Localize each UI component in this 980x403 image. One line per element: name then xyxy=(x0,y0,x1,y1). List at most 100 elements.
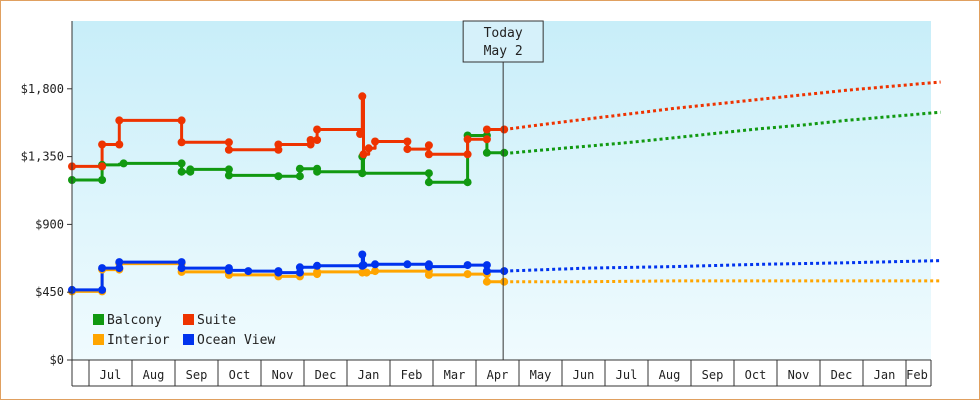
data-point-balcony xyxy=(463,178,472,187)
x-tick-label: Nov xyxy=(272,368,294,382)
data-point-balcony xyxy=(224,165,233,174)
data-point-interior xyxy=(424,270,433,279)
axes-layer: $0 $450 $900 $1,350 $1,800 Jul Aug Sep Oct Nov Dec… xyxy=(21,21,932,387)
legend-swatch-interior xyxy=(93,334,104,345)
data-point-suite xyxy=(224,145,233,154)
y-tick-label: $1,800 xyxy=(21,82,64,96)
data-point-balcony xyxy=(224,171,233,180)
data-point-suite xyxy=(403,137,412,146)
data-point-suite xyxy=(482,135,491,144)
data-point-balcony xyxy=(313,167,322,176)
data-point-suite xyxy=(177,138,186,147)
data-point-suite xyxy=(358,92,367,101)
x-tick-label: Dec xyxy=(831,368,853,382)
series-layer xyxy=(68,80,941,296)
data-point-suite xyxy=(359,150,368,159)
data-point-balcony xyxy=(500,148,509,157)
data-point-suite xyxy=(371,137,380,146)
data-point-suite xyxy=(98,162,107,171)
data-point-ocean-view xyxy=(358,250,367,259)
x-tick-label: Jul xyxy=(100,368,122,382)
data-point-balcony xyxy=(98,176,107,184)
data-point-suite xyxy=(274,140,283,149)
x-tick-label: Sep xyxy=(702,368,724,382)
legend-item-interior: Interior xyxy=(93,333,170,348)
data-point-interior xyxy=(482,277,491,286)
data-point-ocean-view xyxy=(482,267,491,276)
x-tick-label: Jul xyxy=(616,368,638,382)
data-point-ocean-view xyxy=(295,263,304,272)
data-point-ocean-view xyxy=(177,258,186,267)
data-point-suite xyxy=(306,136,315,144)
legend-item-balcony: Balcony xyxy=(93,313,162,328)
data-point-ocean-view xyxy=(359,261,368,270)
legend-label-suite: Suite xyxy=(197,313,237,328)
data-point-balcony xyxy=(358,169,367,178)
data-point-ocean-view xyxy=(424,262,433,271)
legend-item-ocean-view: Ocean View xyxy=(183,333,275,348)
data-point-balcony xyxy=(177,159,186,168)
legend-swatch-ocean-view xyxy=(183,334,194,345)
x-tick-label: Jan xyxy=(358,368,380,382)
x-tick-label: Feb xyxy=(906,368,928,382)
data-point-ocean-view xyxy=(177,264,186,273)
today-date: May 2 xyxy=(484,44,523,59)
data-point-suite xyxy=(356,130,365,138)
data-point-interior xyxy=(313,267,322,276)
data-point-balcony xyxy=(119,159,128,168)
data-point-interior xyxy=(362,268,371,277)
data-point-ocean-view xyxy=(500,267,509,276)
data-point-suite xyxy=(224,138,233,147)
data-point-suite xyxy=(403,145,412,154)
x-tick-label: Aug xyxy=(143,368,165,382)
data-point-suite xyxy=(313,125,322,134)
data-point-suite xyxy=(463,135,472,144)
data-point-interior xyxy=(371,267,380,276)
today-marker: Today May 2 xyxy=(462,20,544,360)
data-point-ocean-view xyxy=(313,261,322,270)
data-point-balcony xyxy=(186,165,195,174)
plot-background xyxy=(72,21,931,360)
legend-label-ocean-view: Ocean View xyxy=(197,333,276,348)
y-tick-label: $0 xyxy=(50,353,64,367)
series-forecast-ocean-view xyxy=(504,259,941,273)
data-point-suite xyxy=(500,125,509,134)
data-point-ocean-view xyxy=(274,268,283,277)
data-point-balcony xyxy=(177,167,186,176)
data-point-ocean-view xyxy=(115,258,124,267)
x-tick-label: Mar xyxy=(444,368,466,382)
data-point-ocean-view xyxy=(224,266,233,275)
data-point-suite xyxy=(313,136,322,144)
x-tick-label: Nov xyxy=(788,368,810,382)
data-point-ocean-view xyxy=(482,261,491,270)
data-point-ocean-view xyxy=(463,261,472,270)
data-point-ocean-view xyxy=(244,267,253,276)
today-label: Today xyxy=(484,26,523,41)
data-point-interior xyxy=(463,270,472,279)
legend-swatch-balcony xyxy=(93,314,104,325)
data-point-suite xyxy=(115,116,124,125)
data-point-balcony xyxy=(295,164,304,173)
data-point-balcony xyxy=(274,172,283,181)
legend-swatch-suite xyxy=(183,314,194,325)
data-point-ocean-view xyxy=(371,260,380,269)
x-tick-label: Jan xyxy=(874,368,896,382)
legend-label-interior: Interior xyxy=(107,333,170,348)
data-point-suite xyxy=(177,116,186,125)
data-point-suite xyxy=(115,140,124,149)
data-point-suite xyxy=(364,144,373,153)
data-point-suite xyxy=(98,140,107,149)
data-point-suite xyxy=(482,125,491,134)
data-point-suite xyxy=(463,150,472,159)
data-point-balcony xyxy=(424,178,433,187)
series-forecast-interior xyxy=(504,279,941,284)
x-tick-label: Jun xyxy=(573,368,595,382)
x-tick-label: Aug xyxy=(659,368,681,382)
legend-label-balcony: Balcony xyxy=(107,313,162,328)
data-point-interior xyxy=(500,277,509,286)
data-point-balcony xyxy=(424,169,433,178)
data-point-ocean-view xyxy=(98,264,107,273)
x-tick-label: Apr xyxy=(487,368,509,382)
data-point-suite xyxy=(424,150,433,159)
x-tick-label: May xyxy=(530,368,552,382)
